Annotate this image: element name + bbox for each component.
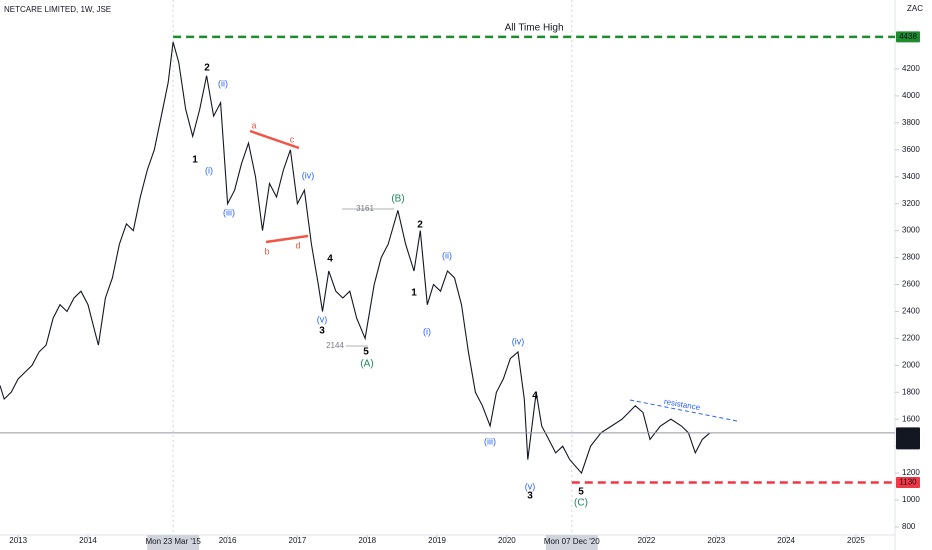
wave-label: 2	[417, 220, 423, 231]
trend-line	[249, 129, 300, 150]
x-tick-label: 2020	[498, 536, 516, 545]
wave-label: 1	[192, 155, 198, 166]
chart-title: NETCARE LIMITED, 1W, JSE	[4, 5, 111, 14]
x-tick-label: 2023	[707, 536, 725, 545]
date-label-box	[147, 535, 200, 550]
wave-label: (iv)	[302, 170, 315, 180]
y-tick-label: 3800	[902, 118, 920, 127]
wave-label: (i)	[205, 165, 213, 175]
price-mark: 2144	[326, 341, 344, 350]
countdown: 41:06	[898, 438, 919, 447]
wave-label: (v)	[525, 481, 536, 491]
y-tick-label: 3600	[902, 145, 920, 154]
y-tick-label: 1800	[902, 387, 920, 396]
currency: ZAC	[907, 4, 923, 13]
grid	[172, 0, 573, 535]
x-tick-label: 2014	[79, 536, 97, 545]
wave-label: a	[251, 120, 256, 130]
y-tick-label: 1200	[902, 468, 920, 477]
y-tick-label: 4200	[902, 64, 920, 73]
y-tick-label: 3000	[902, 226, 920, 235]
wave-label: (C)	[574, 498, 588, 509]
price-tag-label: 4438	[899, 32, 917, 41]
wave-label: d	[295, 240, 300, 250]
y-tick-label: 4000	[902, 91, 920, 100]
y-tick-label: 3400	[902, 172, 920, 181]
x-tick-label: 2019	[428, 536, 446, 545]
wave-label: (i)	[423, 326, 431, 336]
y-tick-label: 2200	[902, 334, 920, 343]
price-line	[0, 41, 711, 475]
level-name: All Time High	[505, 23, 564, 34]
date-label-box	[545, 535, 598, 550]
wave-label: (B)	[391, 194, 404, 205]
x-tick-label: 2013	[9, 536, 27, 545]
wave-label: 5	[363, 347, 369, 358]
wave-label: 1	[411, 288, 417, 299]
trend-line	[265, 234, 309, 244]
y-tick-label: 2800	[902, 253, 920, 262]
wave-label: (A)	[360, 359, 373, 370]
y-tick-label: 800	[902, 522, 916, 531]
wave-label: (ii)	[442, 250, 452, 260]
wave-label: (iv)	[512, 336, 525, 346]
x-tick-label: 2018	[358, 536, 376, 545]
wave-label: (ii)	[218, 78, 228, 88]
wave-label: 5	[578, 487, 584, 498]
wave-label: 3	[319, 326, 325, 337]
wave-label: (iii)	[223, 207, 235, 217]
price-tag-label: 1130	[899, 478, 917, 487]
price-tag-label: 1499	[899, 428, 917, 437]
x-tick-label: 2022	[638, 536, 656, 545]
wave-label: (iii)	[484, 436, 496, 446]
y-tick-label: 2000	[902, 360, 920, 369]
x-tick-label: 2017	[289, 536, 307, 545]
price-tag	[896, 477, 920, 489]
wave-label: b	[264, 246, 269, 256]
wave-label: c	[290, 134, 295, 144]
x-tick-label: 2025	[847, 536, 865, 545]
y-tick-label: 1000	[902, 495, 920, 504]
wave-label: 4	[532, 391, 538, 402]
price-tag	[896, 427, 920, 450]
price-mark: 3161	[356, 204, 374, 213]
price-tag	[896, 31, 920, 43]
date-label: Mon 23 Mar '15	[145, 537, 201, 546]
y-tick-label: 2600	[902, 280, 920, 289]
date-label: Mon 07 Dec '20	[544, 537, 600, 546]
wave-label: 2	[204, 63, 210, 74]
x-tick-label: 2016	[219, 536, 237, 545]
y-tick-label: 2400	[902, 307, 920, 316]
y-tick-label: 1600	[902, 414, 920, 423]
plot	[0, 35, 895, 484]
y-tick-label: 3200	[902, 199, 920, 208]
x-tick-label: 2024	[777, 536, 795, 545]
wave-label: 4	[327, 254, 333, 265]
wave-label: 3	[527, 491, 533, 502]
wave-label: (v)	[317, 314, 328, 324]
